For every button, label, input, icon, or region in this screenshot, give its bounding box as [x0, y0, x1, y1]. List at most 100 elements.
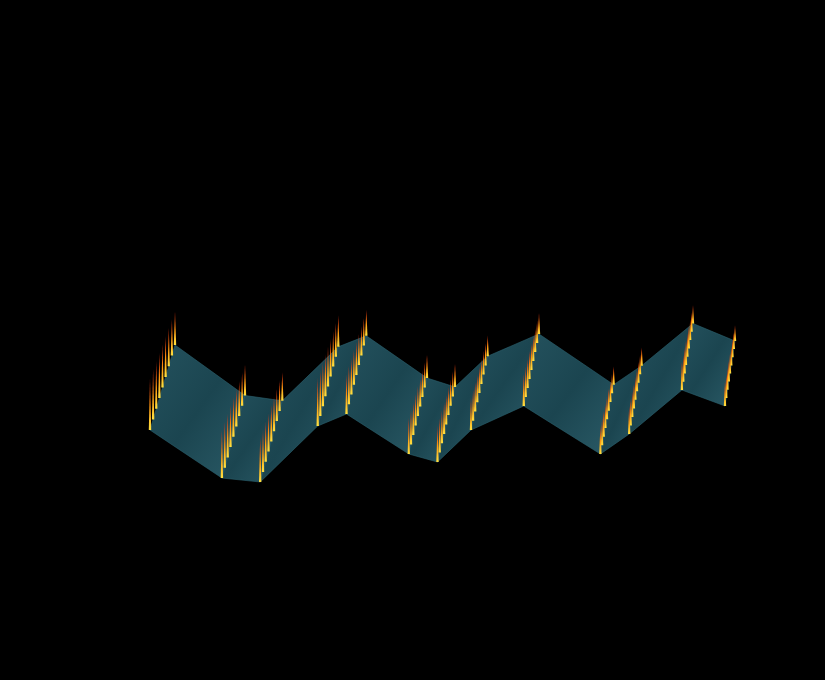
spike — [221, 430, 223, 478]
spike — [229, 405, 231, 447]
spike — [270, 405, 272, 441]
chart — [0, 0, 825, 680]
spike — [421, 370, 423, 397]
spike — [530, 344, 532, 370]
spike — [365, 310, 367, 336]
spike — [149, 378, 151, 430]
spike — [426, 355, 428, 378]
spike — [606, 396, 608, 419]
spike — [324, 355, 326, 397]
spike — [637, 362, 639, 383]
spike — [525, 366, 527, 397]
spike — [353, 350, 355, 385]
spike — [417, 386, 419, 416]
spike — [337, 316, 339, 347]
spike — [454, 364, 456, 387]
spike — [329, 339, 331, 377]
spike — [319, 370, 321, 416]
spike — [613, 367, 615, 385]
spike — [641, 348, 643, 366]
spike — [267, 413, 269, 451]
spike — [164, 336, 166, 377]
spike — [536, 321, 538, 343]
spike — [636, 369, 638, 391]
spike — [601, 419, 603, 446]
surface-strip — [629, 324, 693, 435]
spike — [439, 418, 441, 452]
spike — [482, 351, 484, 375]
spike — [171, 320, 173, 356]
spike — [158, 353, 160, 398]
spike — [538, 313, 540, 334]
spike — [526, 359, 528, 388]
spike — [332, 331, 334, 366]
spike — [168, 328, 170, 366]
spike — [348, 366, 350, 404]
spike — [599, 426, 601, 454]
spike — [265, 422, 267, 462]
spike — [724, 382, 726, 406]
spike — [447, 387, 449, 415]
spike — [412, 402, 414, 435]
spike — [487, 335, 489, 356]
spike — [259, 438, 261, 482]
spike — [443, 403, 445, 434]
spike — [611, 374, 613, 393]
spike — [410, 410, 412, 444]
surface-strip — [524, 334, 614, 454]
spike — [414, 394, 416, 425]
spike — [358, 334, 360, 365]
spike — [528, 351, 530, 379]
spike — [681, 362, 683, 390]
spike — [449, 379, 451, 406]
spike — [327, 347, 329, 387]
spike — [235, 389, 237, 427]
spike — [238, 381, 240, 416]
spike — [633, 384, 635, 408]
spike — [273, 397, 275, 431]
spike — [317, 378, 319, 426]
spike — [639, 355, 641, 374]
spike — [692, 305, 694, 323]
spike — [628, 406, 630, 434]
spike — [609, 381, 611, 402]
spike — [436, 426, 438, 462]
spike — [603, 411, 605, 437]
spike — [335, 323, 337, 356]
spike — [278, 381, 280, 412]
spike — [419, 378, 421, 406]
spike — [174, 311, 176, 345]
spike — [690, 312, 692, 331]
spike — [608, 389, 610, 411]
plot-area — [149, 305, 736, 482]
spike — [232, 397, 234, 437]
spike — [355, 342, 357, 375]
spike — [424, 363, 426, 388]
spike — [472, 390, 474, 421]
spike — [408, 418, 410, 454]
spike — [532, 336, 534, 361]
spike — [604, 404, 606, 428]
spike — [478, 367, 480, 393]
spike — [480, 359, 482, 384]
spike — [262, 430, 264, 472]
spike — [241, 373, 243, 406]
spike — [445, 395, 447, 425]
spike — [534, 328, 536, 352]
spike — [470, 398, 472, 430]
spike — [523, 374, 526, 406]
spike — [363, 318, 365, 346]
spike — [484, 343, 486, 365]
spike — [631, 391, 633, 417]
spike — [634, 377, 636, 400]
spike — [322, 362, 324, 406]
spike — [474, 382, 476, 411]
spike — [161, 345, 163, 388]
spike — [452, 371, 454, 396]
spike — [244, 364, 246, 395]
spike — [224, 422, 226, 468]
spike — [227, 414, 229, 458]
spike — [476, 375, 478, 403]
spike — [360, 326, 362, 356]
spike — [152, 370, 154, 420]
